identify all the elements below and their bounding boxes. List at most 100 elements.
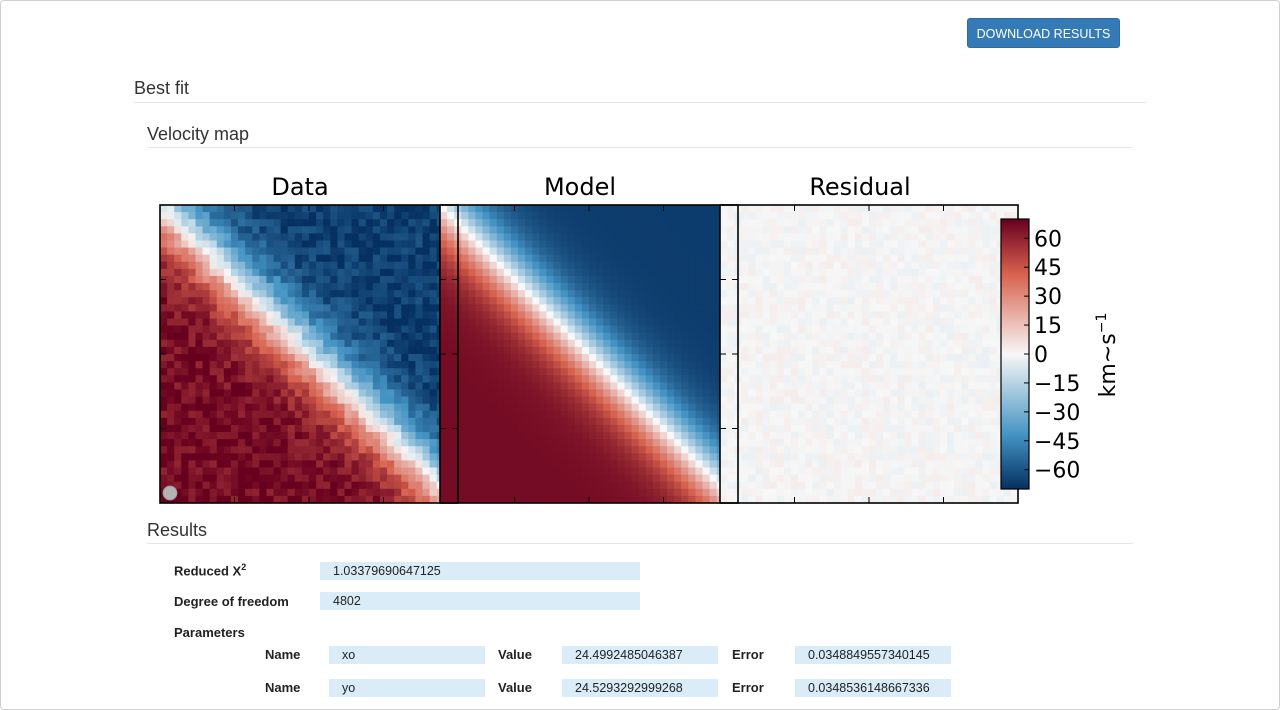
map-pixel [539,290,547,298]
map-pixel [496,275,505,284]
map-pixel [741,254,749,263]
map-pixel [975,417,983,426]
map-pixel [876,417,884,426]
map-pixel [947,396,955,405]
map-pixel [195,382,203,390]
map-pixel [223,212,232,220]
map-pixel [447,247,455,256]
map-pixel [489,446,498,454]
map-pixel [330,453,338,461]
map-pixel [266,325,274,334]
map-pixel [667,417,675,426]
map-pixel [975,226,983,234]
map-pixel [709,488,718,497]
map-pixel [280,481,289,490]
map-pixel [489,488,498,497]
map-pixel [574,460,583,468]
map-pixel [337,346,345,355]
map-pixel [968,283,976,291]
map-pixel [581,212,590,220]
map-pixel [160,375,168,383]
map-pixel [294,481,303,490]
map-pixel [911,311,920,319]
map-pixel [769,361,778,369]
map-pixel [372,439,381,447]
map-pixel [720,432,728,440]
map-pixel [741,304,749,312]
map-pixel [216,254,225,263]
map-pixel [819,339,827,348]
map-pixel [294,424,303,433]
map-pixel [461,432,469,440]
map-pixel [975,297,983,305]
map-pixel [489,254,498,263]
map-pixel [546,488,554,497]
map-pixel [805,268,813,277]
map-pixel [429,432,438,440]
download-results-button[interactable]: DOWNLOAD RESULTS [967,18,1120,48]
map-pixel [667,439,675,447]
map-pixel [408,304,416,312]
map-pixel [461,283,469,291]
map-pixel [567,403,576,412]
map-pixel [776,233,785,241]
map-pixel [610,226,618,234]
map-pixel [847,205,856,213]
map-pixel [631,481,640,490]
map-pixel [408,268,416,277]
map-pixel [741,332,749,341]
map-pixel [394,467,402,476]
map-pixel [968,261,976,270]
map-pixel [659,410,668,419]
map-pixel [748,325,756,334]
map-pixel [266,205,274,213]
map-pixel [574,268,583,277]
map-pixel [869,424,877,433]
map-pixel [567,212,576,220]
map-pixel [475,432,483,440]
map-pixel [603,439,611,447]
map-pixel [496,311,505,319]
map-pixel [709,240,718,248]
map-pixel [688,396,696,405]
map-pixel [762,325,771,334]
map-pixel [401,446,409,454]
map-pixel [351,474,360,483]
map-pixel [610,403,618,412]
map-pixel [532,275,540,284]
map-pixel [610,382,618,390]
map-pixel [429,354,438,362]
map-pixel [294,205,303,213]
map-pixel [574,354,583,362]
map-pixel [230,346,239,355]
map-pixel [273,325,282,334]
map-pixel [574,382,583,390]
map-pixel [266,460,274,468]
map-pixel [667,368,675,376]
map-pixel [468,247,476,256]
map-pixel [667,382,675,390]
map-pixel [447,460,455,468]
map-pixel [429,332,438,341]
map-pixel [532,368,540,376]
map-pixel [245,283,253,291]
map-pixel [769,290,778,298]
map-pixel [252,460,260,468]
map-pixel [546,205,554,213]
map-pixel [202,254,211,263]
map-pixel [748,219,756,227]
map-pixel [422,375,431,383]
map-pixel [518,275,526,284]
map-pixel [238,495,246,504]
map-pixel [681,346,689,355]
map-pixel [468,205,476,213]
map-pixel [468,304,476,312]
map-pixel [351,495,360,504]
map-pixel [833,403,842,412]
map-pixel [461,275,469,284]
map-pixel [783,205,792,213]
map-pixel [301,354,310,362]
map-pixel [553,290,562,298]
map-pixel [245,439,253,447]
map-pixel [776,368,785,376]
